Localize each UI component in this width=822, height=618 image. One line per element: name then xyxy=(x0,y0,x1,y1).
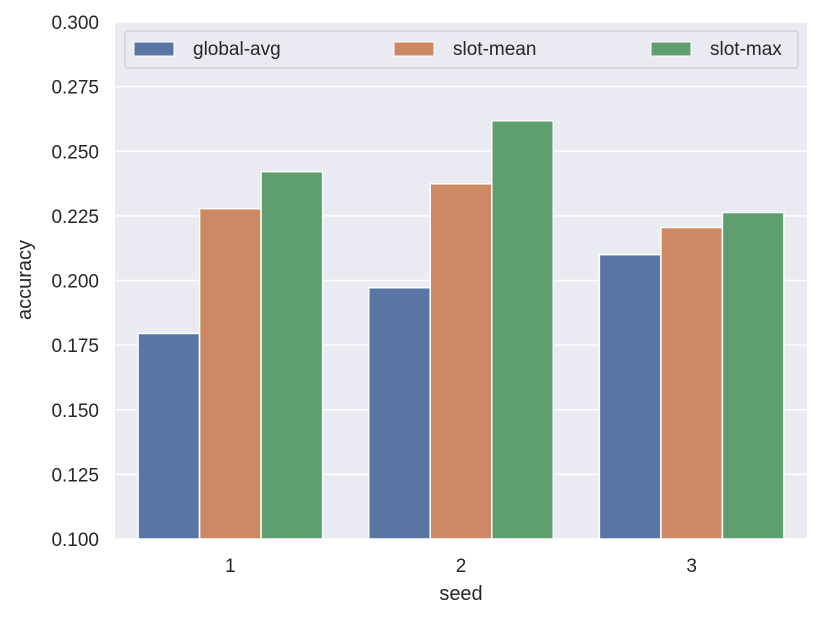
bar-slot-mean-seed-3 xyxy=(660,226,724,540)
x-axis-ticks: 1 2 3 xyxy=(225,556,697,577)
y-tick-label: 0.150 xyxy=(51,401,99,422)
bar-global-avg-seed-3 xyxy=(598,253,662,540)
legend-swatch xyxy=(650,41,692,57)
y-tick-label: 0.200 xyxy=(51,272,99,293)
y-tick-label: 0.275 xyxy=(51,78,99,99)
x-axis-label: seed xyxy=(439,583,482,605)
bar-slot-max-seed-3 xyxy=(721,211,785,540)
bar-slot-max-seed-2 xyxy=(491,119,555,540)
legend-label: slot-mean xyxy=(453,39,536,60)
y-axis-ticks: 0.100 0.125 0.150 0.175 0.200 0.225 0.250 0.275… xyxy=(51,13,99,551)
y-tick-label: 0.300 xyxy=(51,13,99,34)
y-tick-label: 0.125 xyxy=(51,465,99,486)
y-tick-label: 0.250 xyxy=(51,142,99,163)
bar-slot-mean-seed-2 xyxy=(429,183,493,540)
x-tick-label: 2 xyxy=(456,556,467,577)
bar-global-avg-seed-1 xyxy=(137,332,201,540)
bars xyxy=(137,119,785,540)
y-tick-label: 0.100 xyxy=(51,530,99,551)
legend-label: global-avg xyxy=(193,39,281,60)
bar-slot-max-seed-1 xyxy=(260,170,324,540)
y-tick-label: 0.225 xyxy=(51,207,99,228)
x-tick-label: 1 xyxy=(225,556,236,577)
x-tick-label: 3 xyxy=(686,556,697,577)
bar-global-avg-seed-2 xyxy=(367,286,431,540)
y-tick-label: 0.175 xyxy=(51,336,99,357)
legend-item-slot-mean: slot-mean xyxy=(393,39,536,60)
legend-swatch xyxy=(133,41,175,57)
legend-item-slot-max: slot-max xyxy=(650,39,782,60)
bar-slot-mean-seed-1 xyxy=(198,207,262,540)
legend-item-global-avg: global-avg xyxy=(133,39,281,60)
y-axis-label: accuracy xyxy=(14,240,36,320)
legend-swatch xyxy=(393,41,435,57)
legend: global-avg slot-mean slot-max xyxy=(124,30,799,69)
legend-frame xyxy=(124,30,799,69)
legend-label: slot-max xyxy=(710,39,782,60)
